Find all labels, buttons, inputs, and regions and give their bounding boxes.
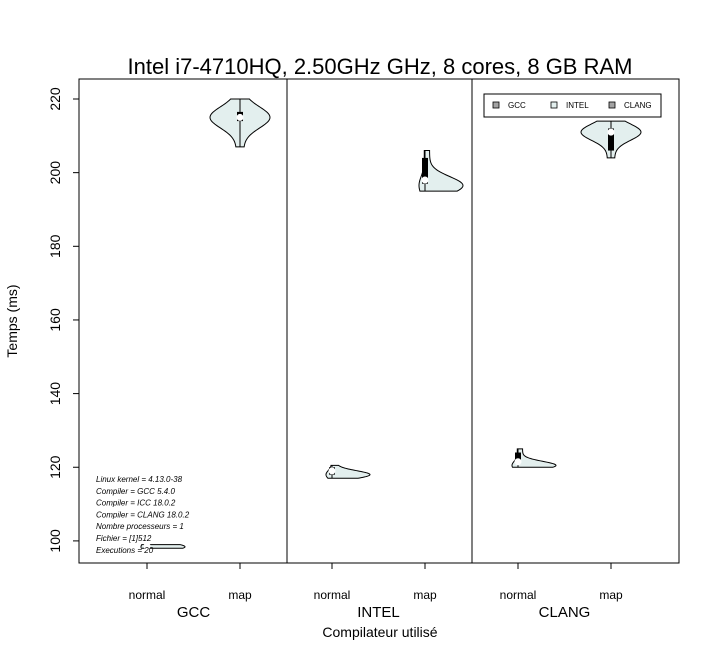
y-tick-label: 200	[47, 161, 63, 185]
y-tick-label: 140	[47, 382, 63, 406]
annotation-line: Compiler = GCC 5.4.0	[96, 487, 175, 496]
median-dot-gcc-normal	[143, 542, 151, 550]
legend-label-intel: INTEL	[566, 101, 589, 110]
x-tick-label: normal	[129, 588, 166, 602]
group-label-intel: INTEL	[357, 604, 400, 621]
group-label-clang: CLANG	[539, 604, 591, 621]
annotation-line: Compiler = CLANG 18.0.2	[96, 510, 190, 519]
y-axis-label: Temps (ms)	[4, 284, 20, 357]
box-intel-map	[422, 157, 428, 184]
y-tick-label: 160	[47, 308, 63, 332]
legend-swatch-clang	[608, 101, 616, 109]
legend-box	[483, 93, 662, 118]
group-label-gcc: GCC	[177, 604, 211, 621]
annotation-line: Executions = 20	[96, 546, 154, 555]
x-tick-label: map	[413, 588, 437, 602]
x-axis-label: Compilateur utilisé	[322, 624, 437, 640]
median-dot-gcc-map	[236, 113, 244, 121]
y-tick-label: 180	[47, 234, 63, 258]
annotation-line: Fichier = [1]512	[96, 534, 152, 543]
y-tick-label: 120	[47, 455, 63, 479]
median-dot-intel-map	[421, 176, 429, 184]
x-tick-label: map	[599, 588, 623, 602]
y-tick-label: 100	[47, 529, 63, 553]
box-clang-map	[608, 128, 614, 151]
legend-swatch-gcc	[492, 101, 500, 109]
legend-label-gcc: GCC	[508, 101, 526, 110]
legend: GCC INTEL CLANG	[483, 93, 662, 118]
plot-frame	[78, 78, 680, 564]
x-tick-label: map	[228, 588, 252, 602]
annotation-line: Linux kernel = 4.13.0-38	[96, 475, 183, 484]
legend-swatch-intel	[550, 101, 558, 109]
x-tick-label: normal	[314, 588, 351, 602]
x-tick-label: normal	[500, 588, 537, 602]
plot-area: 100 120 140 160 180 200 220 normal map normal map n…	[47, 78, 680, 621]
legend-label-clang: CLANG	[624, 101, 652, 110]
box-clang-normal	[515, 452, 521, 464]
median-dot-clang-map	[607, 128, 615, 136]
median-dot-intel-normal	[328, 467, 336, 475]
annotation-line: Nombre processeurs = 1	[96, 522, 184, 531]
violin-clang-normal	[511, 448, 557, 468]
info-annotations: Linux kernel = 4.13.0-38 Compiler = GCC 5…	[96, 475, 190, 555]
y-tick-label: 220	[47, 87, 63, 111]
annotation-line: Compiler = ICC 18.0.2	[96, 499, 176, 508]
chart-title: Intel i7-4710HQ, 2.50GHz GHz, 8 cores, 8…	[128, 54, 633, 79]
median-dot-clang-normal	[514, 458, 522, 466]
